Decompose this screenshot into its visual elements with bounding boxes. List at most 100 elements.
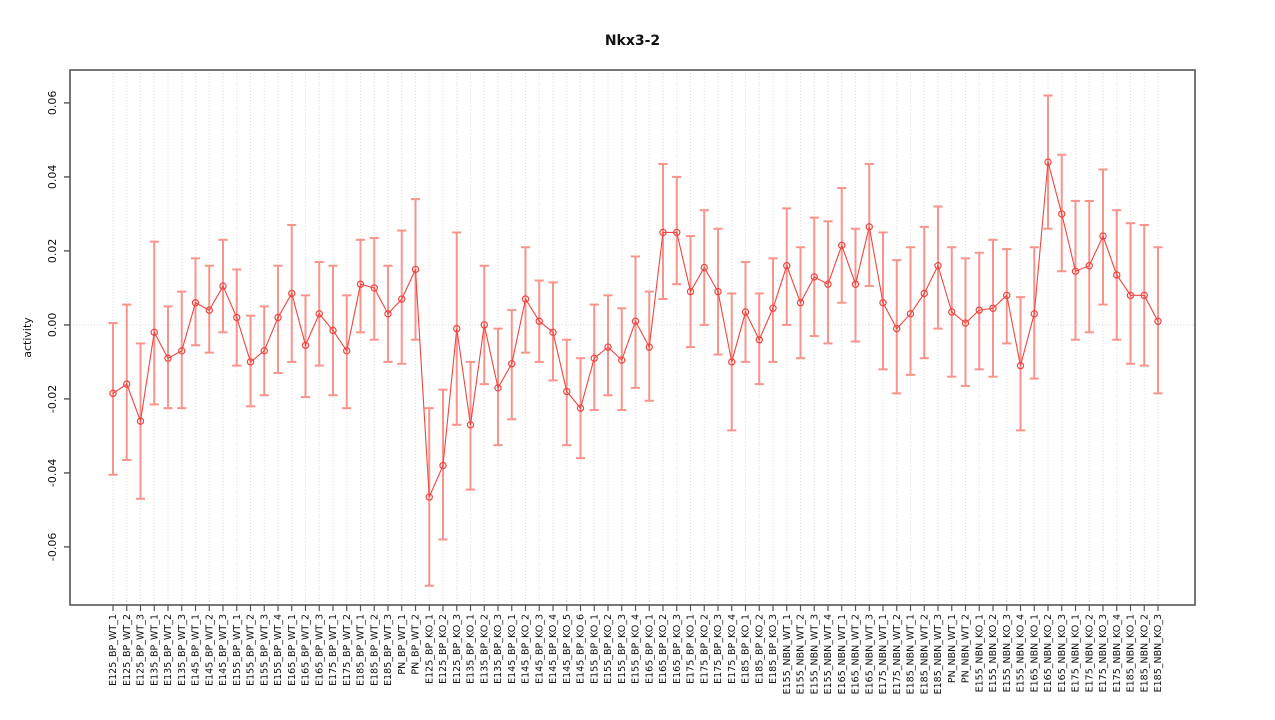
data-point (686, 287, 695, 296)
data-point (466, 421, 475, 429)
x-tick-label: E165_NBN_KO_3 (1057, 614, 1068, 692)
x-tick-label: E125_BP_WT_1 (108, 614, 119, 686)
x-tick-label: E135_BP_KO_2 (479, 614, 490, 684)
data-point (893, 324, 901, 333)
x-tick-label: E185_BP_WT_1 (356, 614, 367, 686)
errorbar (823, 220, 833, 345)
x-axis: E125_BP_WT_1 E125_BP_WT_2 E125_BP_WT_3 E135… (108, 605, 1164, 694)
x-tick-label: E155_NBN_KO_2 (988, 614, 999, 692)
x-tick-label: E155_NBN_KO_3 (1002, 614, 1013, 692)
errorbar (149, 240, 159, 406)
data-point (233, 313, 241, 322)
data-point (343, 347, 351, 355)
errorbar (1125, 222, 1136, 365)
data-point (796, 299, 805, 307)
data-point (590, 354, 598, 362)
x-tick-label: E155_BP_KO_3 (617, 614, 628, 684)
x-tick-label: E185_BP_KO_3 (768, 614, 779, 684)
data-point (1154, 317, 1162, 325)
errorbar (603, 294, 613, 397)
data-point (961, 319, 970, 327)
data-point (178, 347, 186, 355)
errorbar (122, 303, 132, 461)
data-point (480, 321, 488, 329)
x-tick-label: E125_BP_KO_1 (424, 614, 435, 684)
data-point (329, 326, 337, 335)
x-tick-label: E145_BP_WT_2 (204, 614, 215, 686)
x-tick-label: E175_NBN_WT_1 (878, 614, 889, 694)
data-point (783, 262, 791, 270)
data-point (164, 354, 172, 362)
data-point (1044, 158, 1052, 166)
data-point (535, 317, 543, 325)
x-tick-label: E155_BP_WT_2 (246, 614, 257, 686)
x-tick-label: E185_NBN_WT_1 (906, 614, 917, 694)
x-tick-label: E175_BP_KO_4 (727, 614, 738, 684)
data-point (659, 228, 667, 237)
data-point (370, 284, 378, 292)
x-tick-label: E145_BP_KO_4 (548, 614, 559, 684)
errorbar (562, 338, 572, 447)
y-tick-label: -0.04 (46, 459, 59, 487)
data-point (494, 384, 502, 392)
data-point (136, 417, 145, 425)
x-tick-label: E145_BP_KO_1 (507, 614, 518, 684)
x-tick-label: E155_BP_WT_1 (232, 614, 243, 686)
x-tick-label: E165_BP_WT_2 (301, 614, 312, 686)
data-point (549, 328, 557, 337)
x-tick-label: E125_BP_WT_2 (122, 614, 133, 686)
data-point (288, 289, 296, 298)
x-tick-label: E175_NBN_KO_3 (1098, 614, 1109, 692)
data-point (398, 295, 406, 303)
errorbar (768, 257, 778, 363)
errorbar (548, 281, 558, 382)
data-point (714, 287, 722, 296)
x-tick-label: E165_NBN_WT_1 (837, 614, 848, 694)
x-tick-label: E165_NBN_WT_2 (851, 614, 862, 694)
errorbar (864, 162, 874, 288)
data-point (576, 404, 585, 412)
data-point (1058, 210, 1066, 218)
data-point (1126, 291, 1135, 300)
x-tick-label: E175_BP_KO_1 (686, 614, 697, 684)
x-tick-label: E125_BP_KO_3 (452, 614, 463, 684)
data-point (521, 295, 530, 303)
data-point (618, 356, 626, 364)
x-tick-label: E155_BP_KO_4 (631, 614, 642, 684)
y-axis: 0.06 0.04 0.02 0.00 -0.02 -0.04 -0.06 (46, 91, 70, 561)
data-point (769, 304, 777, 312)
data-point (274, 313, 282, 322)
x-tick-label: E135_BP_WT_2 (163, 614, 174, 686)
data-point (838, 241, 846, 250)
x-tick-label: E155_BP_KO_2 (603, 614, 614, 684)
x-tick-label: E185_BP_KO_1 (741, 614, 752, 684)
x-tick-label: E185_BP_KO_2 (754, 614, 765, 684)
x-tick-label: PN_BP_WT_1 (397, 614, 408, 675)
x-tick-label: E175_BP_KO_2 (699, 614, 710, 684)
y-tick-label: -0.06 (46, 533, 59, 561)
errorbar (273, 264, 283, 375)
x-tick-label: E175_NBN_WT_2 (892, 614, 903, 694)
x-tick-label: E165_NBN_KO_1 (1029, 614, 1040, 692)
data-point (150, 328, 158, 337)
data-point (728, 358, 736, 366)
data-point (246, 358, 255, 366)
x-tick-label: E185_BP_WT_3 (383, 614, 394, 686)
x-tick-label: E185_NBN_KO_2 (1139, 614, 1150, 692)
errorbar (892, 259, 902, 395)
data-point (425, 493, 433, 501)
x-tick-label: E145_BP_KO_3 (534, 614, 545, 684)
data-point (824, 280, 832, 288)
x-tick-label: E165_BP_KO_1 (644, 614, 655, 684)
x-tick-label: E155_NBN_WT_1 (782, 614, 793, 694)
data-point (191, 299, 200, 307)
errorbar (589, 303, 599, 412)
data-point (219, 282, 227, 290)
x-tick-label: E145_BP_WT_1 (191, 614, 202, 686)
x-tick-label: E165_BP_KO_2 (658, 614, 669, 684)
x-tick-label: E155_NBN_KO_4 (1016, 614, 1027, 692)
x-tick-label: E165_BP_WT_3 (314, 614, 325, 686)
data-point (906, 310, 915, 318)
